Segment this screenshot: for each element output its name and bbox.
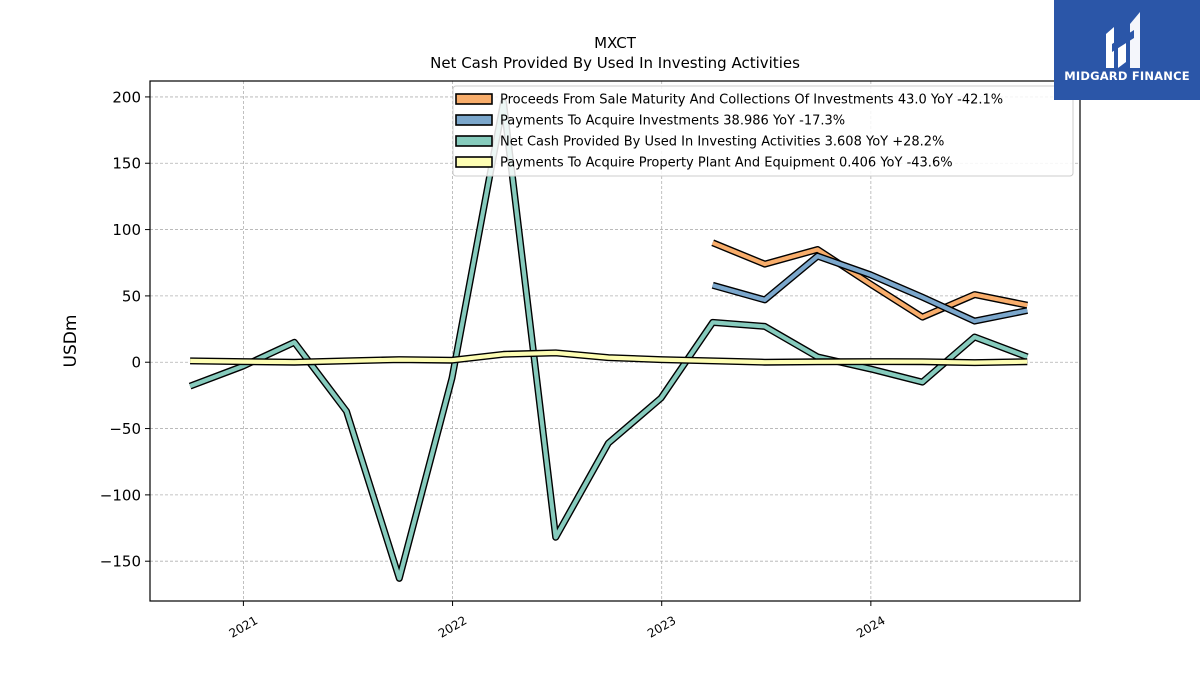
y-tick-label: −100: [100, 486, 141, 504]
x-tick-label: 2022: [436, 613, 469, 640]
y-tick-label: 50: [122, 287, 141, 305]
y-tick-label: 100: [112, 221, 141, 239]
y-axis-label: USDm: [61, 315, 81, 368]
x-tick-label: 2024: [854, 613, 887, 640]
y-tick-label: −150: [100, 553, 141, 571]
legend-label: Payments To Acquire Investments 38.986 Y…: [500, 114, 845, 129]
legend-box: [452, 85, 1074, 177]
y-tick-label: −50: [109, 420, 141, 438]
series-line-1: [711, 240, 1028, 320]
legend-label: Proceeds From Sale Maturity And Collecti…: [500, 93, 1003, 108]
logo-mark-icon: [1106, 12, 1140, 68]
series-line-3: [189, 100, 1029, 581]
x-tick-label: 2021: [227, 613, 260, 640]
series-lines: [188, 98, 1029, 582]
series-line-2: [712, 254, 1028, 324]
midgard-finance-logo: MIDGARD FINANCE: [1054, 0, 1200, 100]
series-line-4: [190, 350, 1028, 365]
chart-subtitle: Net Cash Provided By Used In Investing A…: [430, 54, 800, 72]
legend-swatch: [455, 156, 493, 168]
y-tick-label: 0: [131, 354, 141, 372]
chart-title: MXCT: [594, 34, 637, 52]
legend-label: Payments To Acquire Property Plant And E…: [500, 156, 953, 171]
legend: Proceeds From Sale Maturity And Collecti…: [452, 85, 1074, 177]
legend-label: Net Cash Provided By Used In Investing A…: [500, 135, 944, 150]
series-outline-1: [711, 239, 1028, 321]
plot-frame: [149, 80, 1081, 602]
legend-swatch: [455, 93, 493, 105]
logo-background: [1054, 0, 1200, 100]
legend-swatch: [455, 114, 493, 126]
x-tick-label: 2023: [645, 613, 678, 640]
y-tick-label: 150: [112, 155, 141, 173]
logo-text: MIDGARD FINANCE: [1064, 69, 1190, 83]
y-tick-label: 200: [112, 88, 141, 106]
legend-swatch: [455, 135, 493, 147]
